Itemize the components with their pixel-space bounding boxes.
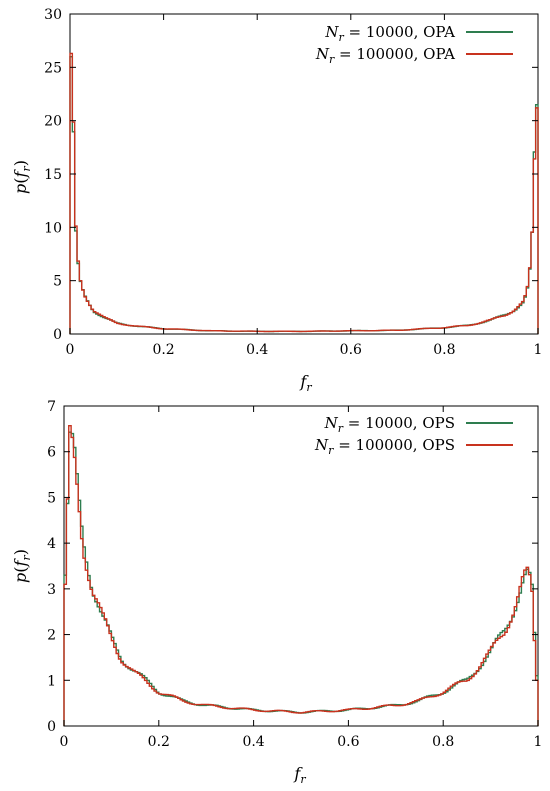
y-tick-label: 5 <box>47 490 56 506</box>
x-axis-label-ops: fr <box>293 764 306 786</box>
plot-frame <box>63 405 539 727</box>
x-tick-label: 0.8 <box>432 734 454 750</box>
y-tick-label: 0 <box>53 327 62 343</box>
legend-entry: Nr = 10000, OPS <box>324 414 455 435</box>
y-tick-label: 7 <box>47 399 56 415</box>
series-line-low-nr <box>63 431 539 726</box>
panel-ops: 0 0.2 0.4 0.6 0.8 1 0 1 2 3 4 5 6 7 Nr = 10000, OPSNr… <box>11 399 542 786</box>
y-tick-label: 30 <box>44 7 62 23</box>
series-line-high-nr <box>63 424 539 726</box>
x-tick-label: 1 <box>534 734 543 750</box>
x-tick-label: 0.2 <box>152 342 174 358</box>
x-tick-label: 0 <box>60 734 69 750</box>
x-axis-label-opa: fr <box>299 372 312 394</box>
y-tick-label: 2 <box>47 628 56 644</box>
y-tick-label: 10 <box>44 220 62 236</box>
legend-entry: Nr = 100000, OPA <box>315 45 455 66</box>
y-tick-label: 3 <box>47 582 56 598</box>
x-tick-label: 0.4 <box>242 734 264 750</box>
y-axis-label-ops: p(fr) <box>11 549 33 583</box>
y-tick-label: 20 <box>44 114 62 130</box>
x-tick-label: 0.2 <box>148 734 170 750</box>
y-axis-label-opa: p(fr) <box>11 160 33 194</box>
x-tick-label: 0 <box>66 342 75 358</box>
y-tick-label: 15 <box>44 167 62 183</box>
marks-opa <box>69 52 539 334</box>
x-tick-label: 0.6 <box>340 342 362 358</box>
marks-ops <box>63 424 539 726</box>
y-tick-label: 6 <box>47 445 56 461</box>
y-tick-label: 1 <box>47 673 56 689</box>
x-tick-label: 1 <box>534 342 543 358</box>
ticks-ops: 0 0.2 0.4 0.6 0.8 1 0 1 2 3 4 5 6 7 <box>47 399 542 750</box>
legend-entry: Nr = 10000, OPA <box>324 23 455 44</box>
series-line-low-nr <box>69 55 539 334</box>
x-tick-label: 0.6 <box>337 734 359 750</box>
plot-frame <box>69 13 539 335</box>
axes-ops <box>63 405 539 727</box>
series-line-high-nr <box>69 52 539 334</box>
y-tick-label: 5 <box>53 274 62 290</box>
x-tick-label: 0.8 <box>433 342 455 358</box>
y-tick-label: 25 <box>44 60 62 76</box>
x-tick-label: 0.4 <box>246 342 268 358</box>
axes-opa <box>69 13 539 335</box>
legend-entry: Nr = 100000, OPS <box>314 436 455 457</box>
y-tick-label: 4 <box>47 536 56 552</box>
y-tick-label: 0 <box>47 719 56 735</box>
